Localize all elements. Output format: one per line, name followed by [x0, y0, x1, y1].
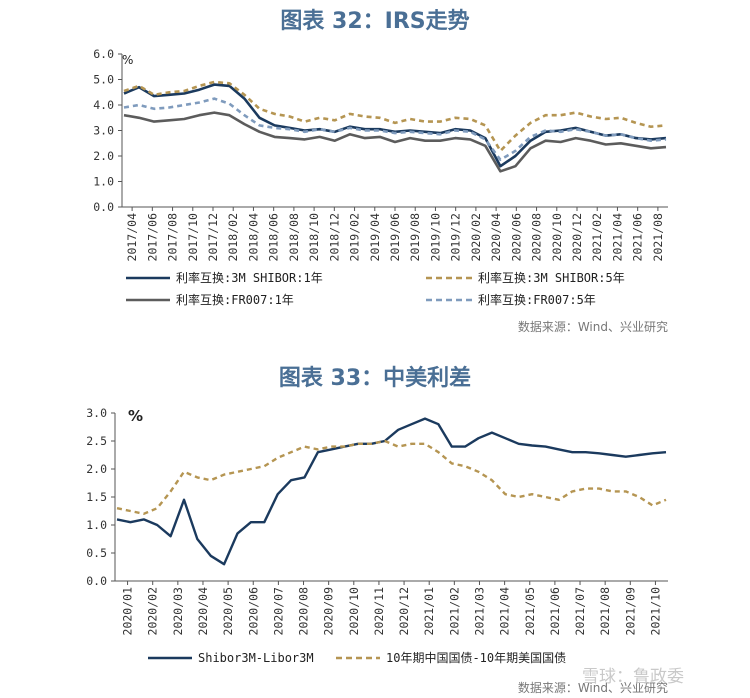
irs-chart: 图表 32：IRS走势 % 0.0 1.0 2.0 3.0 4.0 5.0 6.0 2017/… [93, 8, 668, 334]
series-group [123, 80, 667, 173]
x-tick-label: 2020/10 [550, 213, 564, 262]
series-line [116, 439, 667, 515]
x-tick-label: 2020/08 [530, 213, 544, 262]
y-tick-label: 3.0 [93, 124, 114, 138]
y-unit-label: % [128, 407, 143, 425]
x-tick-label: 2020/11 [372, 587, 386, 636]
chart-title: 图表 33：中美利差 [279, 365, 471, 391]
x-tick-label: 2019/10 [428, 213, 442, 262]
y-tick-label: 2.0 [86, 462, 107, 476]
y-tick-label: 5.0 [93, 73, 114, 87]
x-tick-label: 2021/02 [447, 587, 461, 635]
x-tick-label: 2019/08 [408, 213, 422, 262]
y-tick-label: 6.0 [93, 47, 114, 61]
axes: 0.0 1.0 2.0 3.0 4.0 5.0 6.0 2017/04 2017/06 2017/… [93, 47, 668, 261]
series-line [116, 417, 667, 566]
y-unit-label: % [122, 53, 133, 67]
x-tick-label: 2021/03 [472, 587, 486, 636]
y-tick-label: 1.0 [93, 175, 114, 189]
x-tick-label: 2020/06 [246, 587, 260, 636]
x-tick-label: 2019/06 [388, 213, 402, 262]
legend-label: 10年期中国国债-10年期美国国债 [386, 650, 566, 665]
watermark: 雪球：鲁政委 [582, 667, 684, 687]
x-tick-label: 2021/05 [523, 587, 537, 635]
x-tick-label: 2017/06 [145, 213, 159, 262]
x-tick-label: 2018/04 [246, 213, 260, 262]
source-note: 数据来源：Wind、兴业研究 [518, 319, 668, 334]
axes: 0.0 0.5 1.0 1.5 2.0 2.5 3.0 2020/01 2020/02 2020/… [86, 406, 668, 635]
x-tick-label: 2018/10 [307, 213, 321, 262]
x-tick-label: 2021/06 [548, 587, 562, 636]
y-tick-label: 1.0 [86, 518, 107, 532]
x-tick-label: 2019/04 [368, 213, 382, 262]
x-tick-label: 2021/01 [422, 587, 436, 636]
x-tick-label: 2020/12 [397, 587, 411, 635]
legend-label: 利率互换:3M SHIBOR:1年 [176, 270, 323, 285]
series-line [123, 80, 667, 153]
legend: Shibor3M-Libor3M 10年期中国国债-10年期美国国债 [148, 650, 566, 665]
y-tick-label: 0.0 [93, 200, 114, 214]
y-tick-label: 2.0 [93, 149, 114, 163]
x-tick-label: 2020/02 [146, 587, 160, 635]
x-tick-label: 2020/12 [570, 213, 584, 261]
x-tick-label: 2021/04 [498, 587, 512, 636]
x-tick-label: 2021/09 [623, 587, 637, 636]
y-tick-label: 0.0 [86, 574, 107, 588]
x-tick-label: 2020/07 [271, 587, 285, 636]
source-note: 数据来源：Wind、兴业研究 [518, 680, 668, 695]
spread-chart: 图表 33：中美利差 % 0.0 0.5 1.0 1.5 2.0 2.5 3.0 2020/0… [86, 365, 668, 695]
x-tick-label: 2020/10 [347, 587, 361, 636]
series-line [123, 111, 667, 173]
x-tick-label: 2019/02 [348, 213, 362, 261]
series-line [123, 97, 667, 162]
x-tick-label: 2017/04 [125, 213, 139, 262]
x-tick-label: 2017/10 [186, 213, 200, 262]
x-tick-label: 2021/07 [573, 587, 587, 636]
x-tick-label: 2020/03 [171, 587, 185, 636]
x-tick-label: 2020/01 [121, 587, 135, 636]
x-tick-label: 2020/06 [509, 213, 523, 262]
x-tick-label: 2018/06 [267, 213, 281, 262]
series-line [123, 83, 667, 168]
x-tick-label: 2020/04 [489, 213, 503, 262]
y-tick-label: 4.0 [93, 98, 114, 112]
x-tick-label: 2017/12 [206, 213, 220, 261]
x-tick-label: 2018/08 [287, 213, 301, 262]
legend-label: 利率互换:3M SHIBOR:5年 [478, 270, 625, 285]
legend-label: Shibor3M-Libor3M [198, 651, 314, 665]
x-tick-label: 2020/09 [322, 587, 336, 636]
x-tick-label: 2021/10 [648, 587, 662, 636]
x-tick-label: 2021/02 [590, 213, 604, 261]
x-tick-label: 2020/08 [297, 587, 311, 636]
chart-title: 图表 32：IRS走势 [280, 8, 469, 34]
y-tick-label: 2.5 [86, 434, 107, 448]
x-tick-label: 2021/08 [651, 213, 665, 262]
y-tick-label: 0.5 [86, 546, 107, 560]
x-tick-label: 2018/02 [226, 213, 240, 261]
x-tick-label: 2020/05 [221, 587, 235, 635]
y-tick-label: 3.0 [86, 406, 107, 420]
x-tick-label: 2017/08 [166, 213, 180, 262]
legend-label: 利率互换:FR007:5年 [478, 292, 596, 307]
x-tick-label: 2018/12 [327, 213, 341, 261]
x-tick-label: 2019/12 [449, 213, 463, 261]
x-tick-label: 2020/04 [196, 587, 210, 636]
series-group [116, 417, 667, 566]
legend-label: 利率互换:FR007:1年 [176, 292, 294, 307]
x-tick-label: 2021/04 [610, 213, 624, 262]
x-tick-label: 2020/02 [469, 213, 483, 261]
x-tick-label: 2021/06 [631, 213, 645, 262]
x-tick-label: 2021/08 [598, 587, 612, 636]
legend: 利率互换:3M SHIBOR:1年 利率互换:3M SHIBOR:5年利率互换:F… [126, 270, 625, 307]
y-tick-label: 1.5 [86, 490, 107, 504]
